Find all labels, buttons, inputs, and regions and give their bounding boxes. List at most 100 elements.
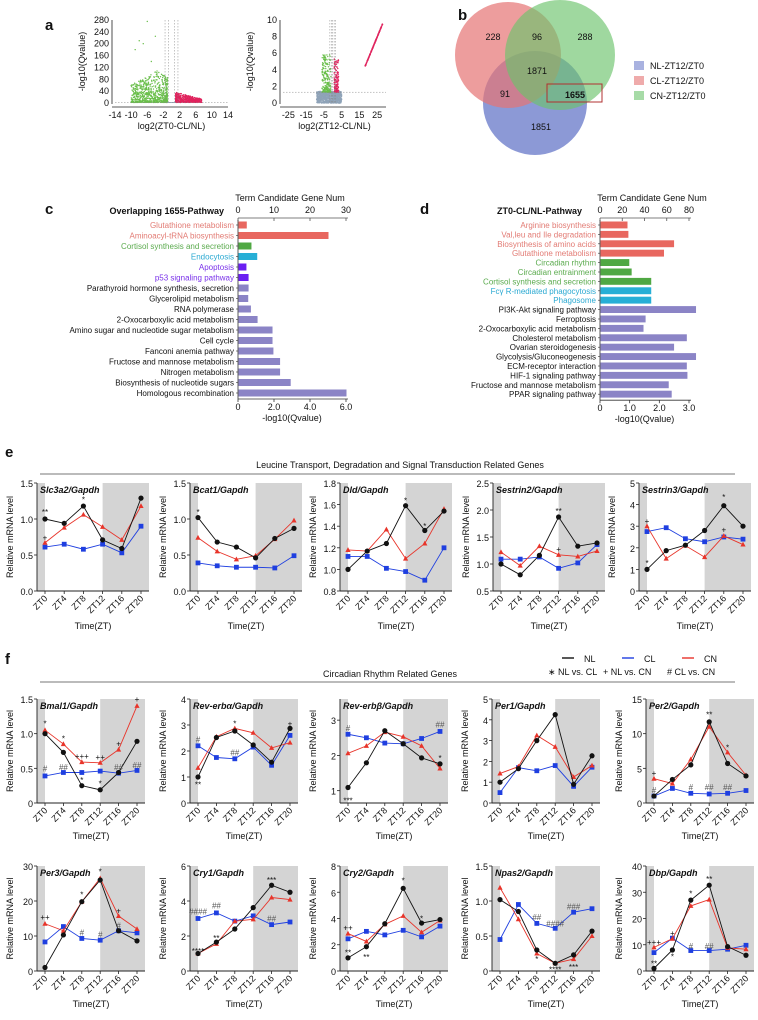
bar xyxy=(600,306,697,313)
data-point-cn xyxy=(138,503,144,509)
category-label: Ovarian steroidogenesis xyxy=(510,343,596,352)
data-point-nl xyxy=(116,769,122,776)
significance-mark: * xyxy=(423,522,426,531)
x-tick-label: ZT12 xyxy=(687,593,709,615)
data-point-cl xyxy=(287,733,293,738)
data-point-nl xyxy=(669,947,676,953)
data-point-cl xyxy=(740,536,746,542)
category-label: Biosynthesis of amino acids xyxy=(497,240,596,249)
data-point-cl xyxy=(706,791,712,797)
data-point xyxy=(134,85,137,87)
significance-mark: ### xyxy=(567,903,581,912)
data-point-cl xyxy=(79,770,85,775)
x-tick-label: ZT16 xyxy=(706,593,728,615)
category-label: Glycolysis/Gluconeogenesis xyxy=(496,353,596,362)
data-point-cl xyxy=(81,546,86,552)
series-line-nl xyxy=(646,504,744,570)
data-point-cn xyxy=(134,926,140,931)
series-line-cn xyxy=(197,520,295,560)
significance-mark: # xyxy=(43,764,48,773)
data-point xyxy=(182,97,185,100)
data-point xyxy=(323,82,325,84)
data-point-cl xyxy=(195,916,201,921)
series-line-nl xyxy=(44,733,138,791)
data-point-cn xyxy=(589,762,595,768)
series-line-nl xyxy=(197,728,291,778)
y-tick-label: 1.8 xyxy=(323,479,336,489)
data-point xyxy=(328,58,330,61)
dark-phase-shade xyxy=(709,699,754,803)
data-point-cn xyxy=(740,541,746,547)
data-point-cl xyxy=(663,525,669,531)
data-point-cl xyxy=(400,927,406,933)
data-point xyxy=(318,97,320,100)
data-point xyxy=(324,58,326,60)
data-point xyxy=(335,94,338,96)
y-tick-label: 3 xyxy=(181,721,186,731)
data-point xyxy=(154,71,156,73)
data-point xyxy=(191,97,194,100)
significance-mark: * xyxy=(99,867,102,876)
gene-title: Per1/Gapdh xyxy=(495,701,546,711)
data-point-cn xyxy=(269,894,275,900)
series-line-nl xyxy=(44,497,142,550)
data-point xyxy=(176,98,178,101)
data-point xyxy=(162,89,165,91)
data-point xyxy=(335,79,337,81)
data-point-nl xyxy=(363,944,369,950)
data-point-cn xyxy=(345,750,351,756)
bar xyxy=(238,368,281,376)
data-point xyxy=(316,98,319,101)
data-point-cl xyxy=(42,773,48,779)
data-point-nl xyxy=(515,908,522,915)
x-tick-label: ZT20 xyxy=(272,973,294,995)
category-label: Cell cycle xyxy=(200,337,235,346)
bar xyxy=(600,259,630,266)
data-point-nl xyxy=(383,540,389,547)
x-tick-label: ZT20 xyxy=(119,805,141,827)
data-point xyxy=(340,94,343,97)
data-point xyxy=(156,79,158,81)
data-point-cn xyxy=(497,770,503,776)
data-point-cn xyxy=(345,547,351,552)
data-point xyxy=(143,99,145,101)
data-point-cn xyxy=(383,526,389,532)
data-point xyxy=(327,92,330,95)
data-point xyxy=(197,97,199,100)
data-point xyxy=(158,86,160,88)
gene-title: Sestrin3/Gapdh xyxy=(642,485,709,495)
data-point xyxy=(149,101,151,104)
significance-mark: ## xyxy=(212,901,221,910)
y-axis-label: Relative mRNA level xyxy=(460,710,470,792)
data-point-nl xyxy=(345,566,351,573)
data-point-cl xyxy=(61,541,67,547)
data-point xyxy=(200,101,203,104)
data-point xyxy=(324,59,326,62)
data-point xyxy=(364,64,367,67)
data-point-nl xyxy=(232,728,238,734)
data-point-nl xyxy=(100,537,106,543)
data-point xyxy=(147,78,149,81)
data-point xyxy=(145,80,147,82)
data-point-nl xyxy=(134,738,140,744)
significance-mark: ** xyxy=(42,508,48,517)
data-point-cn xyxy=(195,765,201,770)
dark-phase-shade xyxy=(646,866,654,971)
data-point xyxy=(154,91,157,94)
data-point xyxy=(141,79,144,81)
data-point-nl xyxy=(552,960,558,966)
data-point xyxy=(175,94,177,96)
data-point xyxy=(166,82,168,84)
data-point-cl xyxy=(250,913,256,919)
data-point-cn xyxy=(195,534,201,540)
data-point xyxy=(134,87,137,90)
data-point-nl xyxy=(213,939,219,945)
x-tick-label: ZT0 xyxy=(487,593,505,611)
x-tick-label: ZT12 xyxy=(692,805,714,827)
data-point xyxy=(141,92,143,94)
data-point xyxy=(330,99,333,102)
data-point xyxy=(183,99,186,101)
bar xyxy=(600,277,652,285)
legend-label: CN-ZT12/ZT0 xyxy=(650,91,706,101)
